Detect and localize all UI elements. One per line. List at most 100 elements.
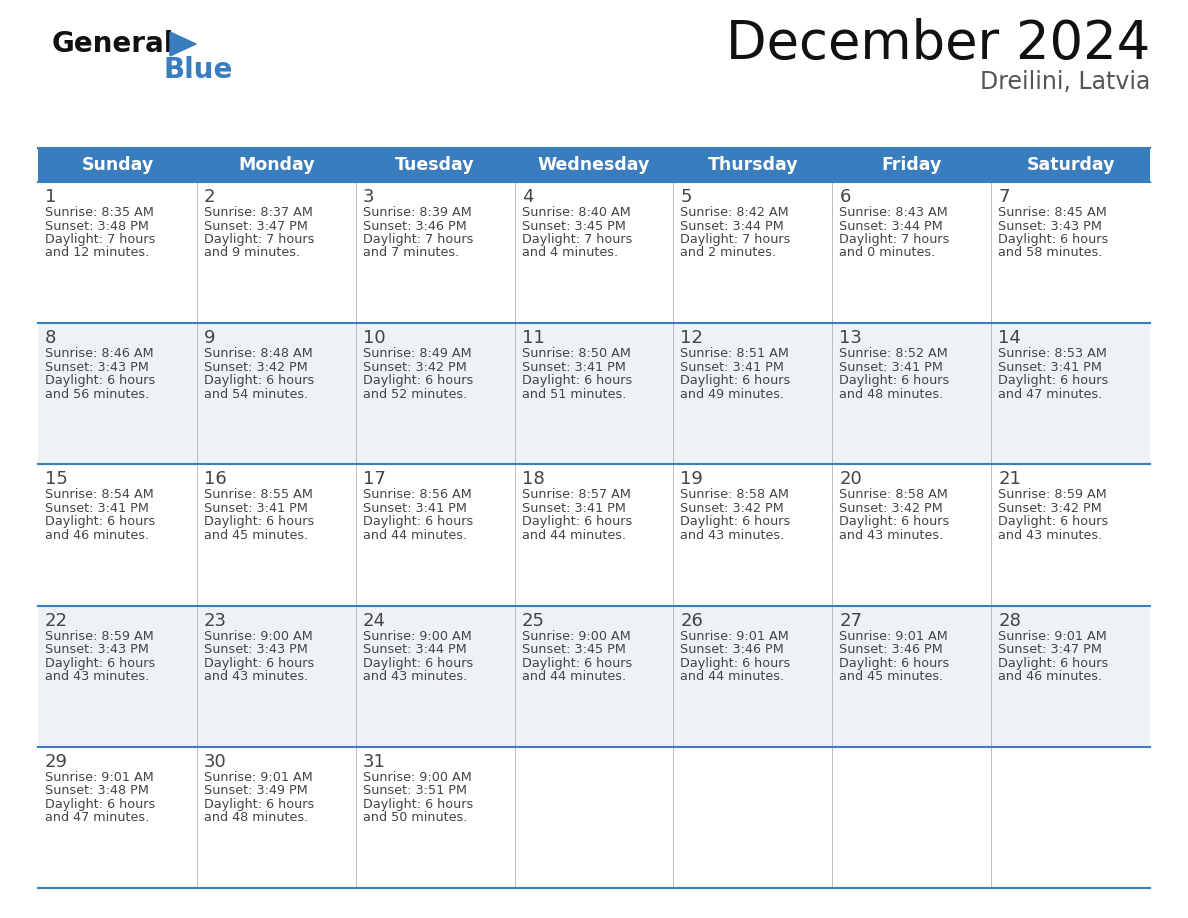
Text: 12: 12 bbox=[681, 330, 703, 347]
Text: Daylight: 6 hours: Daylight: 6 hours bbox=[681, 375, 791, 387]
Text: and 50 minutes.: and 50 minutes. bbox=[362, 812, 467, 824]
Text: Sunset: 3:42 PM: Sunset: 3:42 PM bbox=[839, 502, 943, 515]
Text: and 48 minutes.: and 48 minutes. bbox=[204, 812, 308, 824]
Text: Daylight: 6 hours: Daylight: 6 hours bbox=[204, 656, 314, 669]
Text: 30: 30 bbox=[204, 753, 227, 771]
Text: Daylight: 6 hours: Daylight: 6 hours bbox=[45, 375, 156, 387]
Text: and 44 minutes.: and 44 minutes. bbox=[522, 529, 626, 542]
Text: Sunset: 3:44 PM: Sunset: 3:44 PM bbox=[681, 219, 784, 232]
Text: 10: 10 bbox=[362, 330, 385, 347]
Text: and 7 minutes.: and 7 minutes. bbox=[362, 247, 459, 260]
Text: Sunrise: 9:01 AM: Sunrise: 9:01 AM bbox=[998, 630, 1107, 643]
Text: Sunset: 3:41 PM: Sunset: 3:41 PM bbox=[839, 361, 943, 374]
Text: 1: 1 bbox=[45, 188, 56, 206]
Text: Sunset: 3:43 PM: Sunset: 3:43 PM bbox=[998, 219, 1102, 232]
Text: Sunrise: 8:51 AM: Sunrise: 8:51 AM bbox=[681, 347, 789, 360]
Text: and 0 minutes.: and 0 minutes. bbox=[839, 247, 935, 260]
Text: Sunset: 3:51 PM: Sunset: 3:51 PM bbox=[362, 784, 467, 798]
Text: and 43 minutes.: and 43 minutes. bbox=[839, 529, 943, 542]
Bar bbox=[38, 323, 1150, 465]
Text: Sunrise: 9:00 AM: Sunrise: 9:00 AM bbox=[204, 630, 312, 643]
Bar bbox=[38, 182, 1150, 323]
Text: 6: 6 bbox=[839, 188, 851, 206]
Text: and 46 minutes.: and 46 minutes. bbox=[998, 670, 1102, 683]
Text: Sunset: 3:41 PM: Sunset: 3:41 PM bbox=[362, 502, 467, 515]
Text: 27: 27 bbox=[839, 611, 862, 630]
Text: Daylight: 6 hours: Daylight: 6 hours bbox=[839, 375, 949, 387]
Text: Daylight: 6 hours: Daylight: 6 hours bbox=[998, 656, 1108, 669]
Text: Daylight: 6 hours: Daylight: 6 hours bbox=[998, 375, 1108, 387]
Text: Sunrise: 9:00 AM: Sunrise: 9:00 AM bbox=[362, 630, 472, 643]
Text: and 45 minutes.: and 45 minutes. bbox=[839, 670, 943, 683]
Text: Daylight: 6 hours: Daylight: 6 hours bbox=[204, 375, 314, 387]
Text: Daylight: 6 hours: Daylight: 6 hours bbox=[204, 798, 314, 811]
Text: Sunday: Sunday bbox=[81, 156, 153, 174]
Text: and 43 minutes.: and 43 minutes. bbox=[681, 529, 785, 542]
Text: Friday: Friday bbox=[881, 156, 942, 174]
Text: Sunrise: 8:35 AM: Sunrise: 8:35 AM bbox=[45, 206, 154, 219]
Text: Daylight: 6 hours: Daylight: 6 hours bbox=[362, 798, 473, 811]
Text: 23: 23 bbox=[204, 611, 227, 630]
Text: Sunset: 3:46 PM: Sunset: 3:46 PM bbox=[362, 219, 467, 232]
Text: 26: 26 bbox=[681, 611, 703, 630]
Text: Daylight: 6 hours: Daylight: 6 hours bbox=[839, 515, 949, 529]
Text: Sunset: 3:45 PM: Sunset: 3:45 PM bbox=[522, 644, 625, 656]
Text: 19: 19 bbox=[681, 470, 703, 488]
Bar bbox=[38, 148, 1150, 182]
Text: Daylight: 6 hours: Daylight: 6 hours bbox=[45, 798, 156, 811]
Text: Sunrise: 8:45 AM: Sunrise: 8:45 AM bbox=[998, 206, 1107, 219]
Text: Daylight: 7 hours: Daylight: 7 hours bbox=[839, 233, 949, 246]
Text: Saturday: Saturday bbox=[1026, 156, 1114, 174]
Text: Sunset: 3:47 PM: Sunset: 3:47 PM bbox=[998, 644, 1102, 656]
Text: and 47 minutes.: and 47 minutes. bbox=[998, 387, 1102, 400]
Text: Sunrise: 8:56 AM: Sunrise: 8:56 AM bbox=[362, 488, 472, 501]
Text: Sunset: 3:41 PM: Sunset: 3:41 PM bbox=[522, 361, 625, 374]
Text: Daylight: 6 hours: Daylight: 6 hours bbox=[362, 515, 473, 529]
Text: Sunset: 3:42 PM: Sunset: 3:42 PM bbox=[204, 361, 308, 374]
Text: Sunrise: 8:48 AM: Sunrise: 8:48 AM bbox=[204, 347, 312, 360]
Text: Daylight: 7 hours: Daylight: 7 hours bbox=[204, 233, 315, 246]
Text: Sunrise: 8:50 AM: Sunrise: 8:50 AM bbox=[522, 347, 631, 360]
Text: Dreilini, Latvia: Dreilini, Latvia bbox=[980, 70, 1150, 94]
Text: Sunset: 3:41 PM: Sunset: 3:41 PM bbox=[522, 502, 625, 515]
Text: Sunset: 3:43 PM: Sunset: 3:43 PM bbox=[45, 644, 148, 656]
Text: 28: 28 bbox=[998, 611, 1020, 630]
Text: and 47 minutes.: and 47 minutes. bbox=[45, 812, 150, 824]
Text: Daylight: 6 hours: Daylight: 6 hours bbox=[522, 375, 632, 387]
Text: Sunrise: 8:42 AM: Sunrise: 8:42 AM bbox=[681, 206, 789, 219]
Text: Sunrise: 9:01 AM: Sunrise: 9:01 AM bbox=[45, 771, 153, 784]
Text: and 54 minutes.: and 54 minutes. bbox=[204, 387, 308, 400]
Text: Sunrise: 8:40 AM: Sunrise: 8:40 AM bbox=[522, 206, 631, 219]
Text: 15: 15 bbox=[45, 470, 68, 488]
Text: Daylight: 6 hours: Daylight: 6 hours bbox=[998, 233, 1108, 246]
Text: Daylight: 6 hours: Daylight: 6 hours bbox=[681, 515, 791, 529]
Text: Sunset: 3:46 PM: Sunset: 3:46 PM bbox=[681, 644, 784, 656]
Text: Sunset: 3:44 PM: Sunset: 3:44 PM bbox=[362, 644, 467, 656]
Text: Daylight: 7 hours: Daylight: 7 hours bbox=[45, 233, 156, 246]
Text: Sunrise: 8:55 AM: Sunrise: 8:55 AM bbox=[204, 488, 312, 501]
Text: 14: 14 bbox=[998, 330, 1020, 347]
Text: and 44 minutes.: and 44 minutes. bbox=[681, 670, 784, 683]
Text: and 43 minutes.: and 43 minutes. bbox=[204, 670, 308, 683]
Text: and 49 minutes.: and 49 minutes. bbox=[681, 387, 784, 400]
Text: Daylight: 6 hours: Daylight: 6 hours bbox=[681, 656, 791, 669]
Text: Monday: Monday bbox=[238, 156, 315, 174]
Text: and 43 minutes.: and 43 minutes. bbox=[998, 529, 1102, 542]
Polygon shape bbox=[170, 32, 196, 56]
Text: 31: 31 bbox=[362, 753, 386, 771]
Text: Sunrise: 8:49 AM: Sunrise: 8:49 AM bbox=[362, 347, 472, 360]
Bar bbox=[38, 465, 1150, 606]
Text: and 51 minutes.: and 51 minutes. bbox=[522, 387, 626, 400]
Text: Sunrise: 8:59 AM: Sunrise: 8:59 AM bbox=[45, 630, 153, 643]
Text: 21: 21 bbox=[998, 470, 1020, 488]
Text: and 58 minutes.: and 58 minutes. bbox=[998, 247, 1102, 260]
Text: 18: 18 bbox=[522, 470, 544, 488]
Text: Daylight: 6 hours: Daylight: 6 hours bbox=[362, 656, 473, 669]
Text: Sunrise: 8:52 AM: Sunrise: 8:52 AM bbox=[839, 347, 948, 360]
Text: 29: 29 bbox=[45, 753, 68, 771]
Text: and 44 minutes.: and 44 minutes. bbox=[522, 670, 626, 683]
Text: 25: 25 bbox=[522, 611, 544, 630]
Text: Sunrise: 9:00 AM: Sunrise: 9:00 AM bbox=[522, 630, 631, 643]
Text: Sunset: 3:43 PM: Sunset: 3:43 PM bbox=[204, 644, 308, 656]
Text: Daylight: 7 hours: Daylight: 7 hours bbox=[681, 233, 791, 246]
